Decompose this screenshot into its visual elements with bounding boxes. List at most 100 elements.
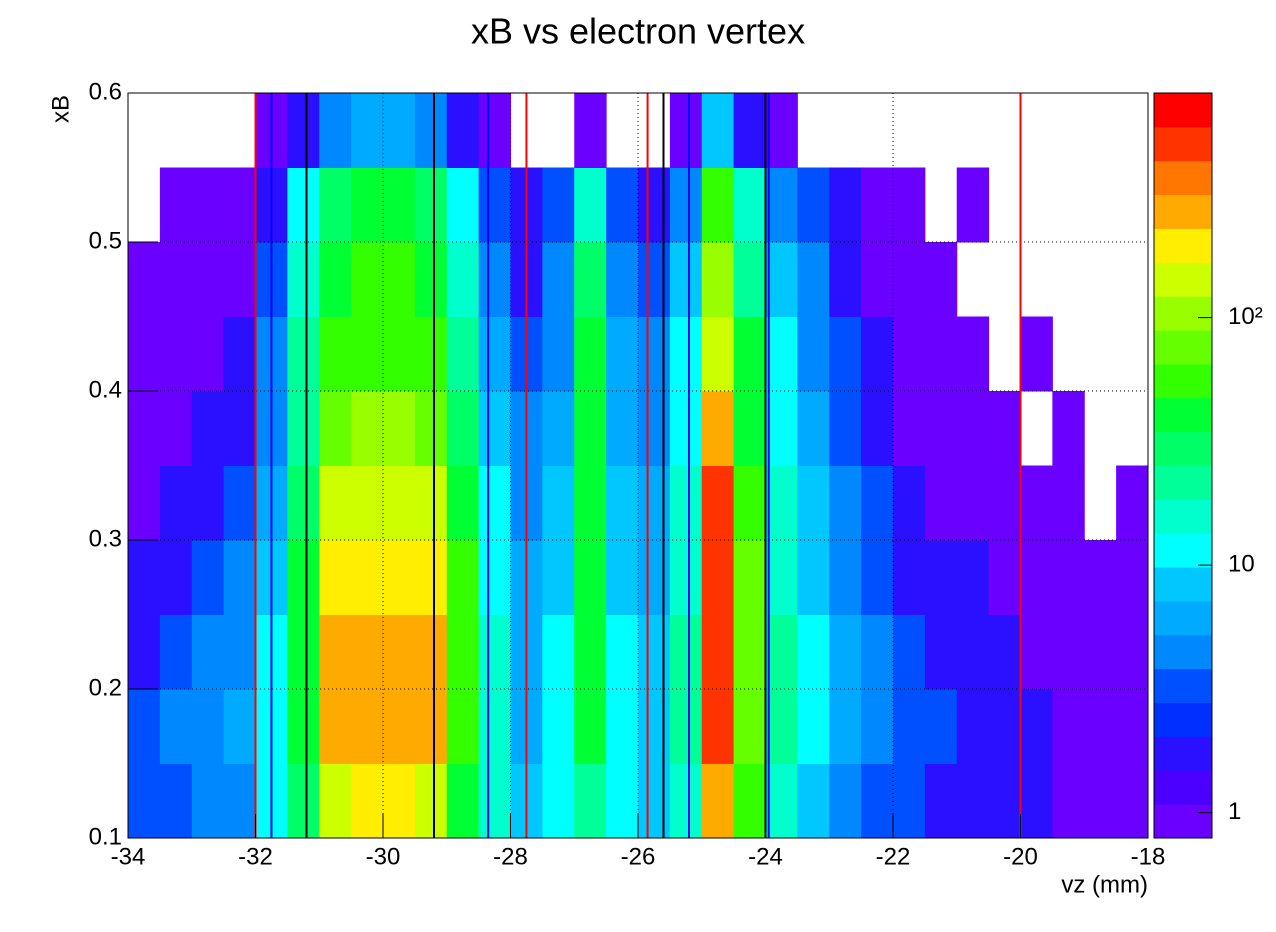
heatmap-cell	[319, 465, 352, 541]
heatmap-cell	[733, 316, 766, 392]
heatmap-cell	[542, 763, 575, 839]
heatmap-cell	[446, 167, 480, 243]
colorbar-band	[1154, 804, 1212, 839]
heatmap-cell	[128, 614, 161, 690]
heatmap-cell	[351, 316, 384, 392]
heatmap-cell	[191, 242, 225, 317]
heatmap-cell	[128, 763, 161, 839]
heatmap-cell	[1020, 316, 1053, 392]
heatmap-cell	[574, 614, 607, 690]
heatmap-cell	[414, 93, 448, 168]
colorbar-band	[1154, 296, 1212, 331]
heatmap-cell	[1020, 540, 1053, 615]
heatmap-cell	[446, 614, 480, 690]
heatmap-cell	[956, 614, 990, 690]
colorbar-band	[1154, 736, 1212, 771]
heatmap-cell	[191, 465, 225, 541]
heatmap-cell	[893, 167, 926, 243]
heatmap-cell	[606, 391, 639, 466]
heatmap-cell	[542, 167, 575, 243]
heatmap-cell	[956, 540, 990, 615]
heatmap-cell	[638, 614, 671, 690]
colorbar-band	[1154, 668, 1212, 704]
heatmap-cell	[829, 316, 862, 392]
heatmap-cell	[319, 391, 352, 466]
heatmap-cell	[383, 689, 416, 764]
heatmap-cell	[638, 391, 671, 466]
heatmap-cell	[287, 763, 320, 839]
heatmap-cell	[924, 614, 958, 690]
colorbar-band	[1154, 93, 1212, 128]
heatmap-cell	[319, 316, 352, 392]
colorbar-band	[1154, 160, 1212, 196]
heatmap-cell	[956, 167, 990, 243]
heatmap-cell	[159, 167, 193, 243]
heatmap-cell	[223, 689, 256, 764]
heatmap-cell	[638, 242, 671, 317]
heatmap-cell	[1116, 763, 1149, 839]
heatmap-cell	[383, 167, 416, 243]
colorbar-frame	[1153, 92, 1213, 839]
heatmap-cell	[829, 465, 862, 541]
heatmap-cell	[414, 242, 448, 317]
x-tick-label: -30	[366, 843, 401, 870]
heatmap-cell	[574, 167, 607, 243]
x-tick-label: -22	[876, 843, 911, 870]
heatmap-cell	[924, 316, 958, 392]
heatmap-cell	[542, 242, 575, 317]
x-tick-label: -32	[238, 843, 273, 870]
heatmap-cell	[414, 167, 448, 243]
heatmap-cell	[669, 167, 703, 243]
heatmap-cell	[638, 167, 671, 243]
heatmap-cell	[669, 614, 703, 690]
heatmap-cell	[542, 316, 575, 392]
colorbar-band	[1154, 533, 1212, 568]
heatmap-cell	[446, 763, 480, 839]
heatmap-cell	[383, 316, 416, 392]
colorbar-band	[1154, 567, 1212, 602]
heatmap-cell	[319, 614, 352, 690]
heatmap-cell	[893, 242, 926, 317]
heatmap-cell	[669, 689, 703, 764]
heatmap-cell	[1052, 614, 1085, 690]
heatmap-cell	[319, 689, 352, 764]
heatmap-cell	[669, 540, 703, 615]
heatmap-cell	[128, 316, 161, 392]
y-axis-label: xB	[47, 95, 74, 123]
heatmap-cell	[287, 316, 320, 392]
heatmap-cell	[797, 391, 830, 466]
heatmap-cell	[638, 316, 671, 392]
heatmap-cell	[829, 763, 862, 839]
heatmap-cell	[797, 316, 830, 392]
heatmap-cell	[669, 242, 703, 317]
heatmap-cell	[414, 540, 448, 615]
y-tick-label: 0.1	[89, 823, 122, 850]
heatmap-cell	[319, 540, 352, 615]
heatmap-cell	[287, 242, 320, 317]
heatmap-cell	[383, 242, 416, 317]
heatmap-cell	[128, 540, 161, 615]
heatmap-cell	[351, 465, 384, 541]
heatmap-cell	[797, 465, 830, 541]
colorbar-band	[1154, 499, 1212, 534]
heatmap-cell	[446, 540, 480, 615]
x-tick-label: -26	[621, 843, 656, 870]
heatmap-cell	[128, 391, 161, 466]
heatmap-cell	[319, 763, 352, 839]
heatmap-cell	[383, 540, 416, 615]
heatmap-cell	[1084, 689, 1117, 764]
heatmap-cell	[765, 465, 798, 541]
heatmap-cell	[765, 167, 798, 243]
heatmap-cell	[829, 540, 862, 615]
heatmap-cell	[1052, 763, 1085, 839]
heatmap-cell	[861, 391, 894, 466]
heatmap-cell	[1052, 689, 1085, 764]
heatmap-cell	[861, 614, 894, 690]
colorbar-tick-label: 1	[1228, 798, 1241, 825]
x-tick-label: -34	[111, 843, 146, 870]
heatmap-cell	[733, 242, 766, 317]
heatmap-cell	[287, 614, 320, 690]
heatmap-cell	[446, 242, 480, 317]
colorbar-band	[1154, 363, 1212, 399]
heatmap-cell	[765, 242, 798, 317]
